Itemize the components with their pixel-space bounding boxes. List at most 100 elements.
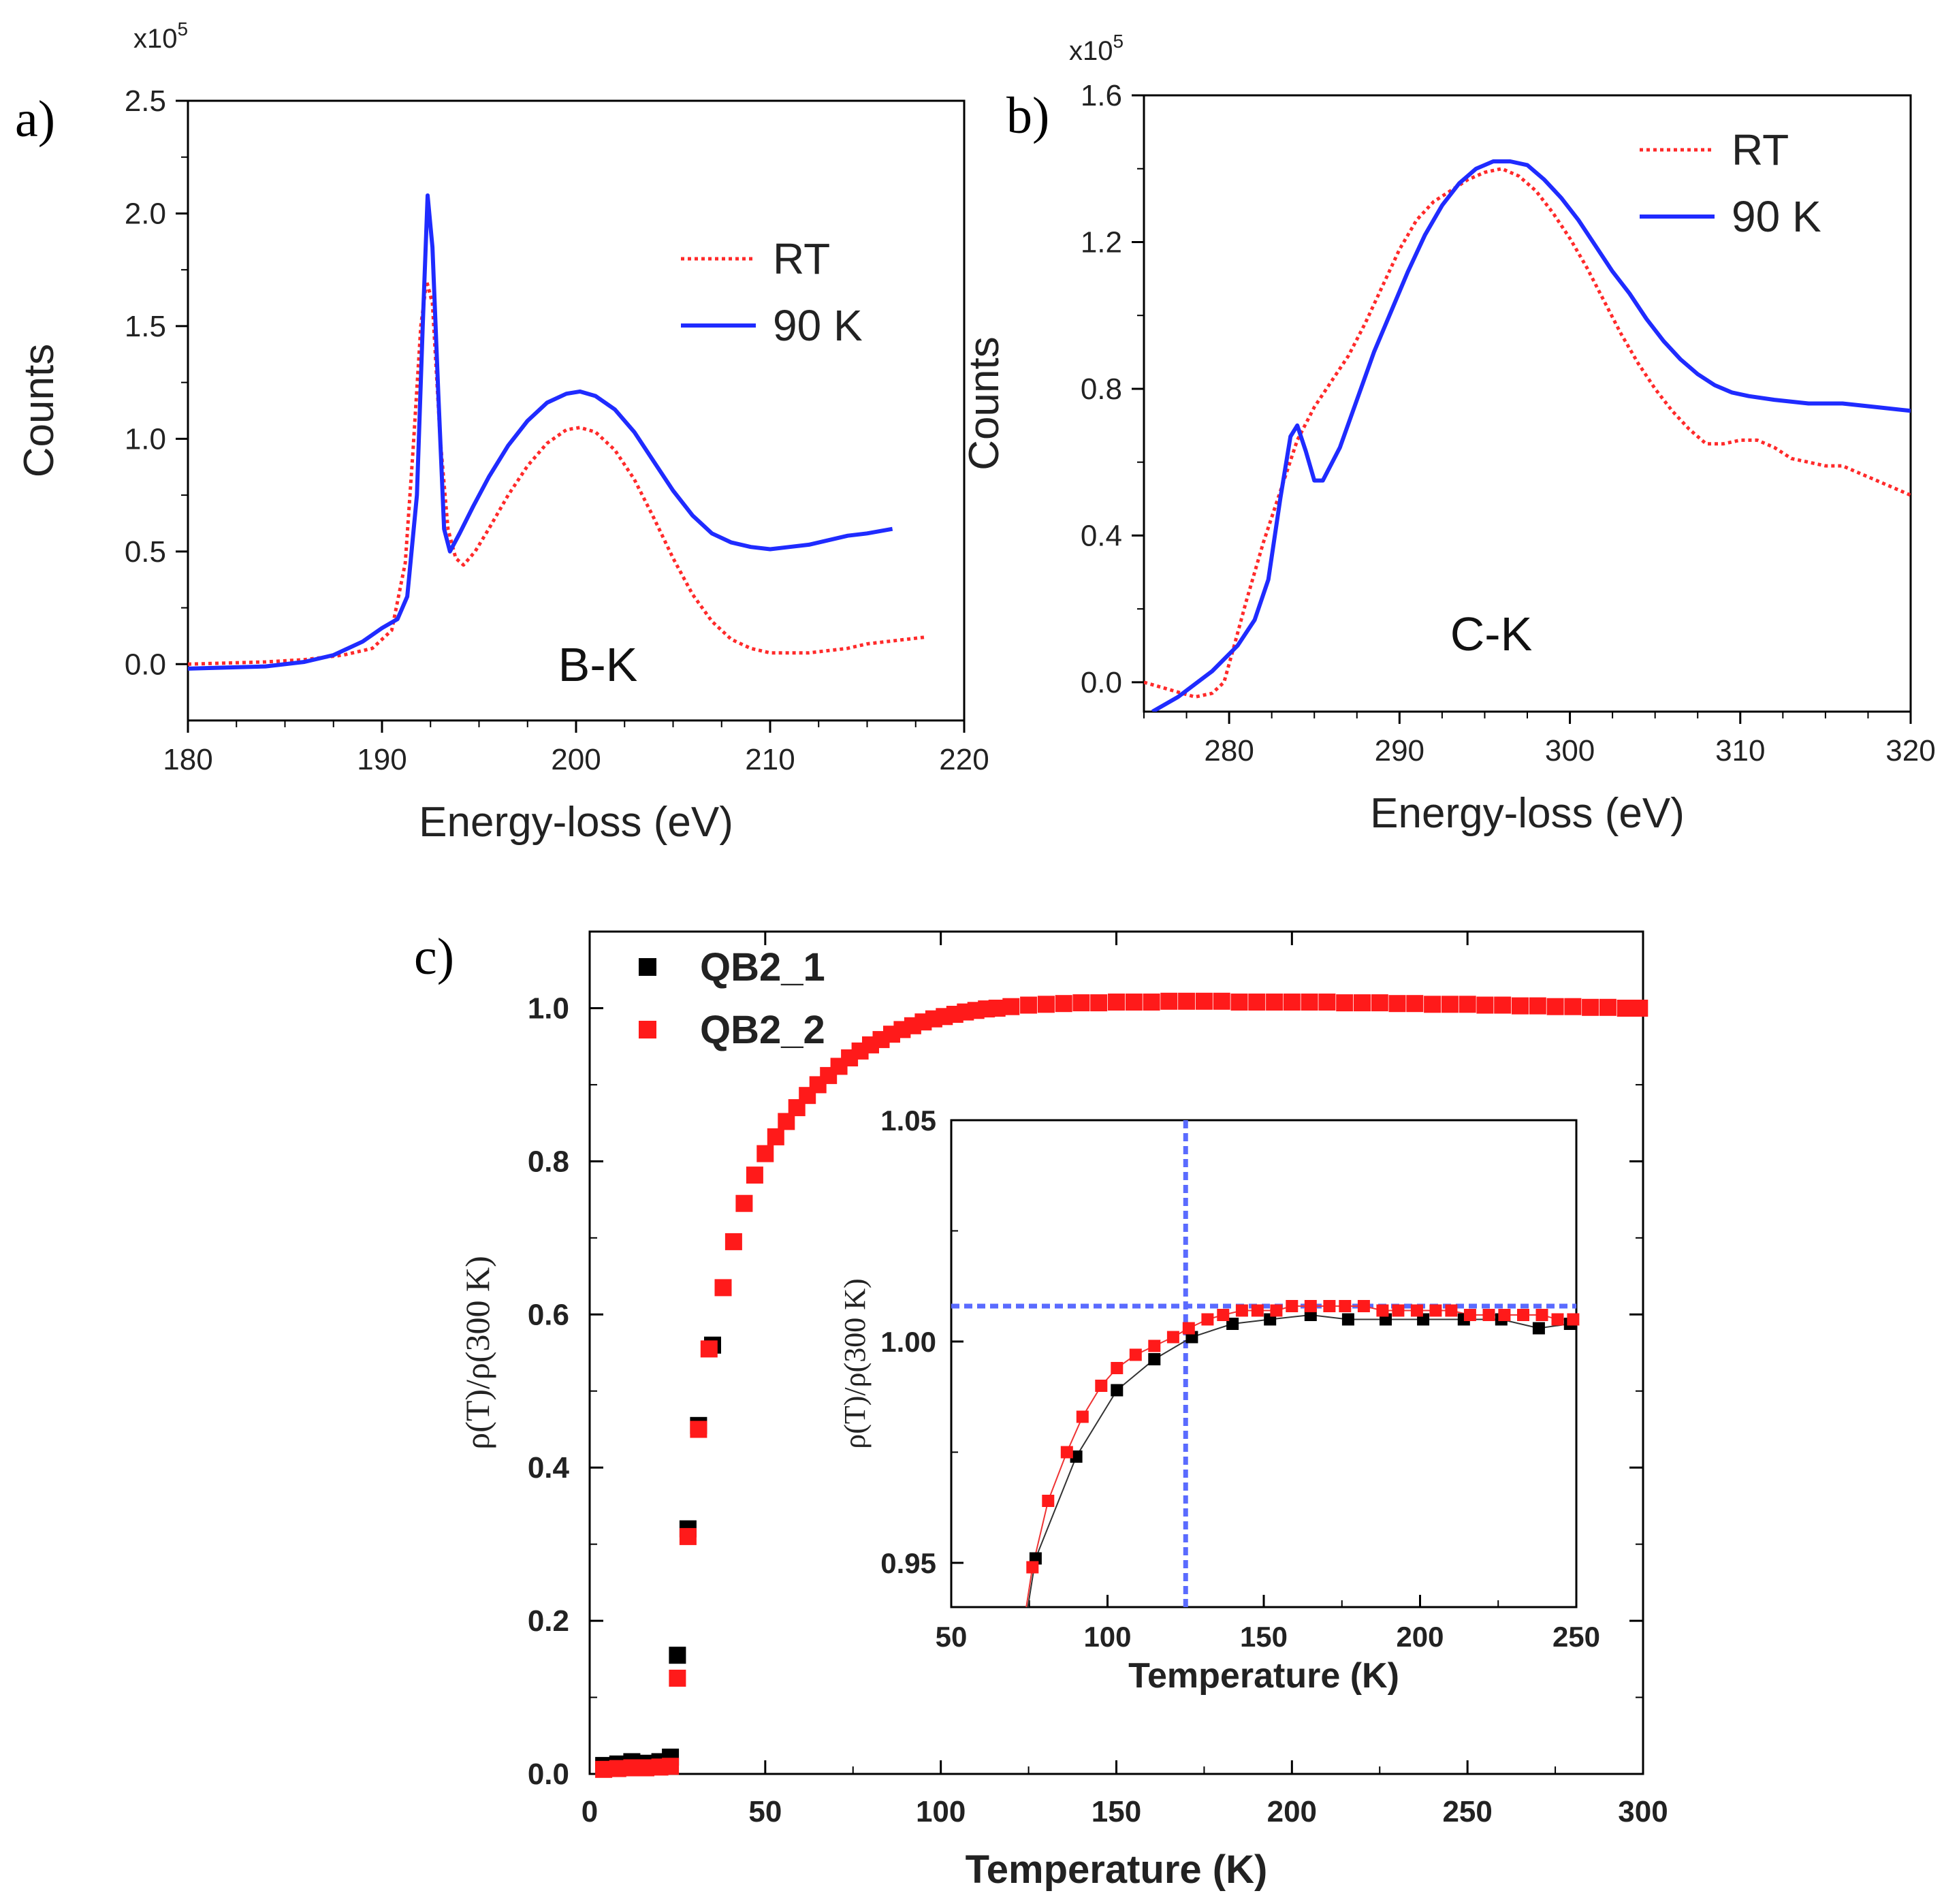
qb2-2-point — [1631, 1000, 1649, 1017]
qb2-2-point — [1582, 998, 1599, 1016]
x-axis-title: Temperature (K) — [966, 1847, 1268, 1892]
inset-frame — [950, 1119, 1578, 1608]
y-tick-label: 0.8 — [1081, 372, 1122, 406]
series-90k-line — [1151, 159, 1911, 712]
x-tick-label: 180 — [163, 743, 212, 776]
qb2-2-point — [690, 1421, 707, 1438]
y-axis-title: ρ(T)/ρ(300 K) — [458, 1256, 496, 1450]
inset-qb2-2-point — [1392, 1304, 1405, 1317]
qb2-2-point — [1476, 996, 1494, 1014]
qb2-2-point — [1248, 994, 1266, 1011]
qb2-2-point — [1072, 994, 1090, 1012]
inset-qb2-2-point — [1567, 1313, 1580, 1326]
inset-x-tick-label: 150 — [1240, 1621, 1288, 1653]
legend-90k-label: 90 K — [773, 301, 863, 350]
inset-qb2-2-point — [1129, 1348, 1142, 1361]
y-tick-label: 1.6 — [1081, 79, 1122, 112]
qb2-2-point — [1406, 995, 1424, 1013]
qb2-2-point — [714, 1279, 732, 1297]
panel-label: b) — [1006, 87, 1049, 144]
inset-qb2-1-point — [1111, 1384, 1124, 1397]
x-tick-label: 320 — [1885, 734, 1935, 767]
qb2-2-point — [1178, 992, 1196, 1010]
panel-label: a) — [15, 91, 55, 148]
x-tick-label: 250 — [1442, 1795, 1492, 1828]
qb2-2-point — [1143, 994, 1160, 1011]
qb2-2-point — [662, 1758, 680, 1775]
inset-qb2-2-point — [1060, 1446, 1073, 1459]
inset-qb2-2-point — [1166, 1331, 1179, 1344]
chart-b: 280 290 300 310 320 0.0 0.4 0.8 1.2 1.6 x105 b) Ener… — [961, 31, 1936, 837]
inset-qb2-2-point — [1323, 1300, 1336, 1312]
inset-qb2-2-point — [1076, 1410, 1089, 1423]
y-tick-label: 0.4 — [528, 1451, 570, 1485]
qb2-2-point — [1424, 996, 1442, 1013]
inset-x-tick-label: 50 — [936, 1621, 968, 1653]
edge-annotation: B-K — [558, 638, 638, 691]
inset-qb2-2-point — [1235, 1304, 1248, 1317]
chart-c: 0 50 100 150 200 250 300 0.0 0.2 0.4 0.6 0.8 1.0 c) Te… — [414, 928, 1668, 1892]
inset-qb2-2-point — [1498, 1309, 1511, 1321]
y-tick-label: 0.5 — [125, 535, 166, 569]
x-tick-label: 200 — [551, 743, 601, 776]
inset-qb2-1-point — [1532, 1322, 1545, 1335]
qb2-2-point — [1055, 995, 1072, 1013]
y-tick-label: 0.0 — [125, 648, 166, 681]
qb2-2-point — [1371, 994, 1388, 1012]
inset-qb2-1-point — [1226, 1318, 1239, 1330]
inset-qb2-2-point — [1111, 1362, 1124, 1374]
qb2-2-point — [1090, 994, 1108, 1012]
x-tick-label: 280 — [1204, 734, 1254, 767]
inset-y-tick-label: 1.00 — [880, 1326, 936, 1358]
y-tick-label: 0.4 — [1081, 519, 1122, 552]
y-tick-label: 2.5 — [125, 84, 166, 118]
x-tick-label: 200 — [1267, 1795, 1317, 1828]
x-tick-label: 100 — [916, 1795, 966, 1828]
inset-qb2-2-point — [1042, 1495, 1055, 1507]
chart-a: 180 190 200 210 220 0.0 0.5 1.0 1.5 2.0 2.5 x105 a) E… — [15, 18, 989, 846]
y-tick-label: 0.0 — [528, 1758, 569, 1791]
qb2-2-point — [1160, 992, 1178, 1010]
inset-qb2-2-point — [1182, 1322, 1195, 1335]
qb2-2-point — [1494, 996, 1512, 1014]
qb2-2-point — [1599, 998, 1616, 1016]
qb2-2-point — [724, 1233, 742, 1250]
inset-x-tick-label: 250 — [1552, 1621, 1600, 1653]
x-tick-label: 220 — [939, 743, 989, 776]
qb2-2-point — [1459, 996, 1476, 1013]
inset-qb2-2-point — [1429, 1304, 1442, 1317]
x-tick-label: 50 — [748, 1795, 782, 1828]
qb2-2-point — [767, 1128, 784, 1145]
qb2-2-point — [1388, 995, 1406, 1013]
inset-qb2-2-point — [1339, 1300, 1352, 1312]
qb2-2-point — [1441, 996, 1459, 1013]
panel-label: c) — [414, 928, 454, 985]
qb2-2-point — [1354, 994, 1371, 1012]
x-tick-label: 310 — [1715, 734, 1765, 767]
qb2-2-point — [1108, 994, 1125, 1011]
inset-qb2-2-point — [1517, 1309, 1529, 1321]
inset-x-tick-label: 200 — [1396, 1621, 1444, 1653]
inset-qb2-1-point — [1341, 1313, 1354, 1326]
qb2-2-point — [1529, 997, 1546, 1015]
qb2-2-point — [1318, 994, 1336, 1011]
axis-multiplier: x105 — [133, 18, 188, 54]
qb2-2-point — [700, 1340, 718, 1358]
inset-qb2-2-point — [1304, 1300, 1317, 1312]
x-axis-title: Energy-loss (eV) — [1370, 790, 1685, 837]
inset-qb2-2-point — [1535, 1309, 1548, 1321]
qb2-2-point — [1512, 997, 1529, 1015]
qb2-2-point — [1037, 996, 1055, 1013]
inset-qb2-2-point — [1201, 1313, 1214, 1326]
edge-annotation: C-K — [1450, 607, 1533, 661]
inset-qb2-1-point — [1148, 1353, 1161, 1365]
legend-qb2-2-marker — [639, 1021, 656, 1038]
x-axis-title: Energy-loss (eV) — [419, 799, 733, 846]
qb2-2-point — [1301, 994, 1318, 1011]
qb2-2-point — [1564, 998, 1582, 1015]
legend-rt-label: RT — [773, 234, 830, 283]
inset-qb2-2-point — [1270, 1304, 1283, 1317]
qb2-2-point — [669, 1669, 686, 1687]
x-tick-label: 210 — [745, 743, 795, 776]
